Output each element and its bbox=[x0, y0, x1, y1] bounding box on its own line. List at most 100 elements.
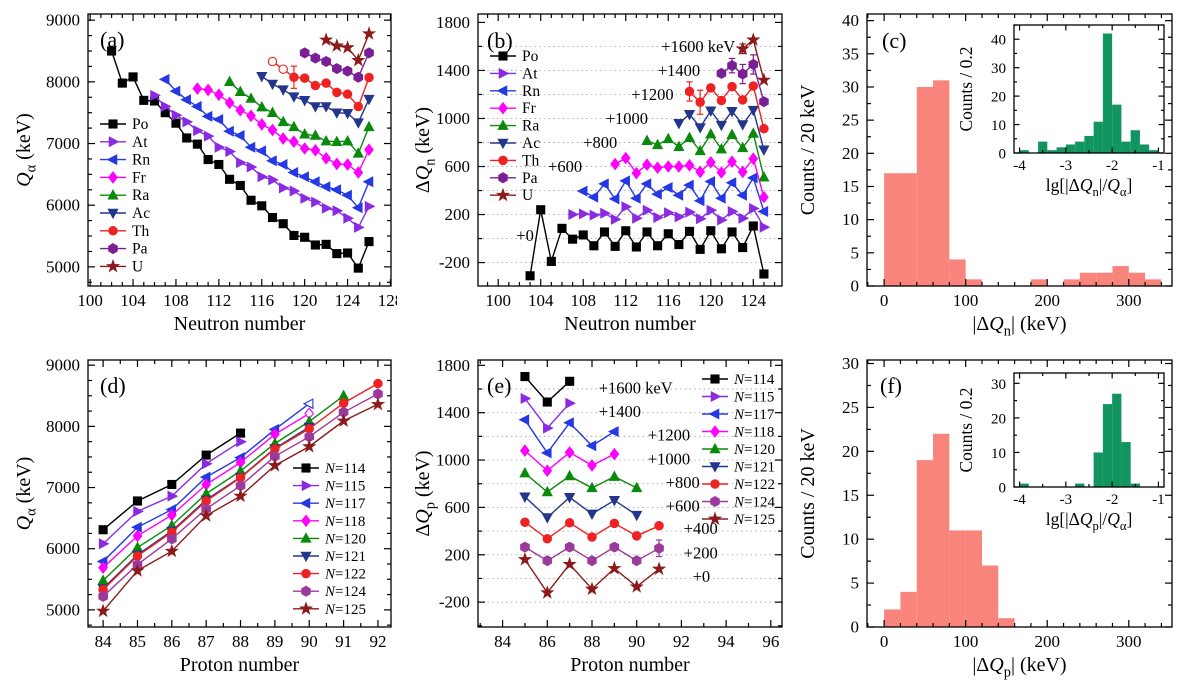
svg-text:86: 86 bbox=[539, 632, 556, 651]
svg-text:N=122: N=122 bbox=[733, 477, 775, 493]
svg-text:N=125: N=125 bbox=[733, 512, 775, 528]
y-axis-title: Counts / 20 keV bbox=[797, 428, 819, 559]
svg-text:-1: -1 bbox=[1152, 158, 1165, 174]
svg-text:N=124: N=124 bbox=[733, 495, 775, 511]
svg-text:1000: 1000 bbox=[436, 451, 470, 470]
offset-annotation: +1400 bbox=[658, 61, 700, 80]
series-1 bbox=[150, 89, 376, 233]
x-axis-title: Neutron number bbox=[564, 313, 696, 335]
svg-text:10: 10 bbox=[842, 530, 859, 549]
svg-text:Fr: Fr bbox=[522, 100, 537, 117]
svg-text:-3: -3 bbox=[1060, 158, 1073, 174]
legend: N=114N=115N=117N=118N=120N=121N=122N=124… bbox=[293, 461, 366, 618]
svg-text:N=117: N=117 bbox=[733, 407, 775, 423]
series-1 bbox=[568, 201, 771, 233]
svg-text:N=124: N=124 bbox=[324, 584, 366, 600]
svg-text:108: 108 bbox=[570, 291, 596, 310]
x-axis-title: Neutron number bbox=[174, 313, 306, 335]
svg-text:92: 92 bbox=[673, 632, 690, 651]
y-axis-title: Qα (keV) bbox=[13, 457, 40, 531]
series-4 bbox=[519, 466, 643, 497]
svg-text:-4: -4 bbox=[1013, 158, 1026, 174]
svg-text:10: 10 bbox=[991, 446, 1006, 462]
series-2 bbox=[158, 73, 374, 214]
svg-text:10: 10 bbox=[842, 210, 859, 229]
svg-text:30: 30 bbox=[842, 354, 859, 373]
legend: N=114N=115N=117N=118N=120N=121N=122N=124… bbox=[702, 372, 775, 528]
svg-text:92: 92 bbox=[369, 632, 386, 651]
svg-text:104: 104 bbox=[120, 291, 146, 310]
series-2 bbox=[518, 414, 619, 459]
svg-text:N=115: N=115 bbox=[733, 390, 774, 406]
svg-text:30: 30 bbox=[991, 377, 1006, 393]
svg-text:20: 20 bbox=[842, 442, 859, 461]
svg-text:N=114: N=114 bbox=[324, 461, 366, 477]
svg-text:108: 108 bbox=[163, 291, 189, 310]
x-axis-title: Proton number bbox=[570, 654, 690, 676]
series-7 bbox=[98, 388, 383, 602]
svg-text:0: 0 bbox=[999, 481, 1007, 497]
svg-text:15: 15 bbox=[842, 486, 859, 505]
y-axis-title: ΔQn (keV) bbox=[412, 107, 439, 193]
svg-text:20: 20 bbox=[991, 90, 1006, 106]
x-axis-title: lg[|ΔQn|/Qα] bbox=[1046, 175, 1133, 199]
svg-text:300: 300 bbox=[1116, 291, 1142, 310]
svg-text:6000: 6000 bbox=[46, 196, 80, 215]
svg-text:112: 112 bbox=[613, 291, 638, 310]
svg-text:Th: Th bbox=[132, 223, 149, 240]
svg-text:200: 200 bbox=[1034, 291, 1060, 310]
svg-text:U: U bbox=[522, 187, 533, 204]
panel-letter: (b) bbox=[487, 28, 513, 53]
svg-text:90: 90 bbox=[628, 632, 645, 651]
svg-text:N=114: N=114 bbox=[733, 372, 775, 388]
svg-text:200: 200 bbox=[1034, 632, 1060, 651]
svg-text:7000: 7000 bbox=[46, 478, 80, 497]
offset-annotation: +1600 keV bbox=[599, 378, 673, 397]
series-8 bbox=[96, 396, 386, 618]
svg-text:200: 200 bbox=[445, 205, 471, 224]
axes: 84 85 86 87 88 89 90 91 92 5000 6000 7000 8000 9000 Pr… bbox=[13, 356, 392, 676]
svg-text:112: 112 bbox=[206, 291, 231, 310]
series-0 bbox=[98, 428, 246, 535]
series-5 bbox=[256, 72, 375, 129]
svg-text:Fr: Fr bbox=[132, 169, 147, 186]
svg-text:0: 0 bbox=[880, 291, 889, 310]
svg-text:25: 25 bbox=[842, 398, 859, 417]
series-7 bbox=[299, 47, 374, 83]
panel-a-q-alpha-vs-neutron-number: 100 104 108 112 116 120 124 128 5000 6000 7000 8000… bbox=[13, 11, 397, 335]
svg-text:88: 88 bbox=[232, 632, 249, 651]
series-3 bbox=[192, 82, 374, 179]
offset-annotation: +0 bbox=[693, 567, 711, 586]
panel-letter: (a) bbox=[100, 27, 124, 52]
panel-d-q-alpha-vs-proton-number: 84 85 86 87 88 89 90 91 92 5000 6000 7000 8000 9000 Pr… bbox=[13, 356, 392, 676]
x-axis-title: |ΔQp| (keV) bbox=[972, 654, 1066, 681]
series-6 bbox=[520, 517, 664, 544]
svg-text:100: 100 bbox=[77, 291, 103, 310]
svg-text:40: 40 bbox=[991, 33, 1006, 49]
svg-text:120: 120 bbox=[698, 291, 724, 310]
svg-text:-4: -4 bbox=[1013, 492, 1026, 508]
svg-text:-1: -1 bbox=[1152, 492, 1165, 508]
series-6 bbox=[684, 81, 769, 134]
svg-text:N=125: N=125 bbox=[324, 602, 366, 618]
svg-text:N=117: N=117 bbox=[324, 496, 366, 512]
axes: 100 104 108 112 116 120 124 -200 200 600 1000 1400 1… bbox=[412, 13, 783, 335]
axes: 84 86 88 90 92 94 96 -200 200 600 1000 1400 1800 Prot… bbox=[412, 356, 783, 676]
svg-text:At: At bbox=[132, 134, 148, 151]
axes: -4 -3 -2 -1 0 10 20 30 40 lg[|ΔQn|/Qα] Counts / 0.… bbox=[956, 24, 1165, 199]
panel-e-delta-qp-vs-proton-number: +1600 keV +1400 +1200 +1000 +800 +600 +400 +200… bbox=[412, 356, 783, 676]
svg-text:6000: 6000 bbox=[46, 539, 80, 558]
y-axis-title: Counts / 0.2 bbox=[956, 387, 976, 472]
svg-text:1800: 1800 bbox=[436, 356, 470, 375]
svg-text:N=118: N=118 bbox=[324, 514, 365, 530]
svg-text:N=122: N=122 bbox=[324, 567, 366, 583]
svg-text:8000: 8000 bbox=[46, 417, 80, 436]
svg-text:25: 25 bbox=[842, 111, 859, 130]
x-axis-title: lg[|ΔQp|/Qα] bbox=[1046, 509, 1133, 533]
series-8 bbox=[735, 32, 771, 87]
svg-text:N=121: N=121 bbox=[733, 460, 775, 476]
